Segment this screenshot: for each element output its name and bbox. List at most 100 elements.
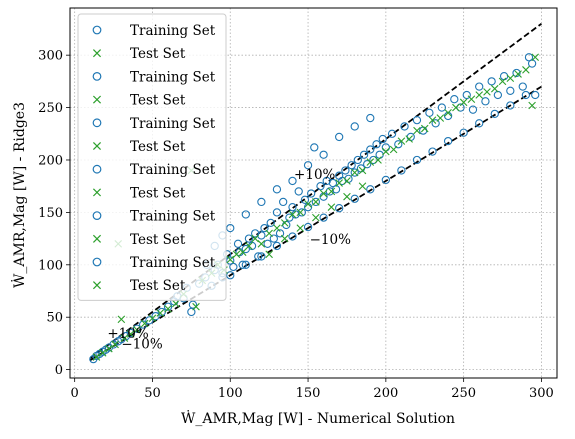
data-points xyxy=(89,53,540,364)
line-annotation: −10% xyxy=(121,337,162,353)
legend-marker xyxy=(92,188,102,197)
training-point xyxy=(266,218,275,228)
training-point xyxy=(319,150,328,159)
training-point xyxy=(335,204,344,213)
training-point xyxy=(138,320,148,329)
y-tick-label: 250 xyxy=(38,101,63,116)
training-point xyxy=(437,103,447,112)
test-point xyxy=(156,309,165,317)
test-point xyxy=(257,240,266,248)
training-point xyxy=(241,210,250,219)
test-point xyxy=(98,349,107,357)
training-point xyxy=(425,108,434,117)
training-point xyxy=(319,213,328,222)
test-point xyxy=(117,315,126,324)
training-point xyxy=(372,140,381,149)
training-point xyxy=(518,82,527,91)
line-annotation: −10% xyxy=(310,232,351,248)
training-point xyxy=(481,97,490,106)
training-point xyxy=(233,239,243,248)
y-tick-label: 150 xyxy=(38,206,63,221)
legend-marker xyxy=(92,141,102,151)
plot-frame xyxy=(69,7,558,379)
legend-entry: Test Set xyxy=(92,139,186,155)
training-point xyxy=(350,122,359,131)
training-point xyxy=(397,166,406,175)
training-point xyxy=(412,116,422,125)
test-point xyxy=(251,234,259,243)
legend-marker xyxy=(92,211,102,221)
training-point xyxy=(297,208,306,217)
training-point xyxy=(303,161,313,170)
training-point xyxy=(369,155,378,165)
training-point xyxy=(521,90,531,100)
legend-box xyxy=(77,13,227,301)
test-point xyxy=(245,242,253,250)
test-point xyxy=(304,200,312,208)
training-point xyxy=(341,166,350,175)
training-point xyxy=(132,324,142,333)
test-point xyxy=(265,250,273,259)
test-point xyxy=(126,330,135,338)
training-point xyxy=(531,90,540,100)
training-point xyxy=(238,260,247,269)
legend-marker xyxy=(92,281,102,290)
test-point xyxy=(226,255,235,264)
training-point xyxy=(257,197,266,207)
training-point xyxy=(145,316,154,325)
training-point xyxy=(475,82,484,91)
test-point xyxy=(506,74,515,83)
test-point xyxy=(312,213,320,222)
training-point xyxy=(359,150,369,159)
test-point xyxy=(288,210,297,219)
legend-entry: Training Set xyxy=(92,23,216,39)
legend-entry: Training Set xyxy=(92,69,216,85)
training-point xyxy=(366,145,375,154)
training-point xyxy=(387,129,397,138)
test-point xyxy=(397,137,406,145)
training-point xyxy=(431,119,440,128)
training-point xyxy=(244,234,254,243)
legend-entry: Training Set xyxy=(92,162,216,178)
training-point xyxy=(288,232,297,241)
training-point xyxy=(512,68,521,78)
test-point xyxy=(133,325,141,334)
legend-label: Training Set xyxy=(130,69,216,85)
training-point xyxy=(412,155,422,165)
training-point xyxy=(257,252,266,261)
y-tick-label: 200 xyxy=(38,153,63,168)
training-point xyxy=(381,175,390,185)
x-tick-label: 100 xyxy=(218,386,243,401)
test-point xyxy=(280,234,289,243)
training-point xyxy=(241,260,250,269)
legend-entry: Test Set xyxy=(92,46,186,62)
training-point xyxy=(260,223,269,233)
training-point xyxy=(363,160,372,169)
legend-entry: Test Set xyxy=(92,93,186,109)
training-point xyxy=(350,194,359,203)
test-point xyxy=(382,147,390,156)
test-point xyxy=(164,305,172,313)
training-point xyxy=(475,119,484,128)
training-point xyxy=(347,161,356,170)
x-tick-label: 250 xyxy=(451,386,476,401)
y-tick-label: 50 xyxy=(46,311,63,326)
line-annotation: +10% xyxy=(294,167,335,183)
legend-marker xyxy=(92,95,102,104)
test-point xyxy=(296,224,305,232)
training-point xyxy=(303,222,313,232)
test-point xyxy=(389,145,398,154)
legend-entry: Training Set xyxy=(92,116,216,132)
test-point xyxy=(522,66,530,74)
training-point xyxy=(272,208,282,217)
training-point xyxy=(311,197,320,207)
test-point xyxy=(498,77,507,86)
legend-marker xyxy=(92,118,102,128)
training-point xyxy=(456,103,465,112)
training-point xyxy=(366,185,375,194)
test-point xyxy=(514,70,522,78)
test-point xyxy=(405,135,413,143)
training-point xyxy=(226,223,235,233)
test-point xyxy=(374,156,382,164)
